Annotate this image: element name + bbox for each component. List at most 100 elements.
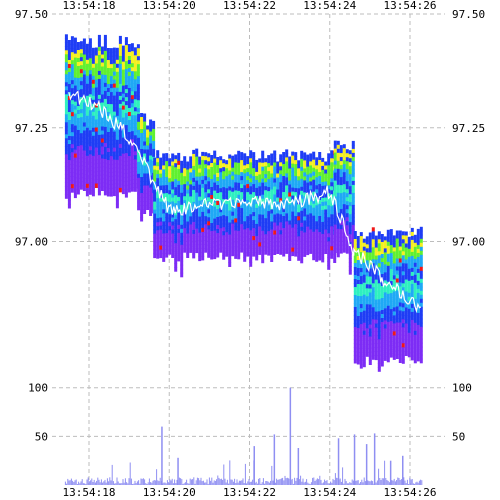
heatmap-cell	[189, 188, 193, 193]
volume-bars	[64, 387, 423, 485]
volume-bar	[363, 477, 365, 485]
heatmap-cell	[97, 114, 101, 120]
heatmap-cell	[291, 179, 295, 185]
heatmap-cell	[392, 343, 396, 348]
heatmap-cell	[183, 228, 187, 233]
heatmap-cell	[82, 154, 86, 159]
heatmap-cell	[124, 173, 128, 178]
heatmap-cell	[91, 99, 95, 105]
heatmap-cell	[94, 63, 98, 68]
heatmap-cell	[76, 162, 80, 167]
heatmap-cell	[374, 339, 378, 345]
heatmap-cell	[130, 119, 134, 124]
heatmap-cell	[327, 153, 331, 158]
heatmap-cell	[171, 157, 175, 162]
volume-bar	[223, 464, 225, 485]
heatmap-cell	[368, 308, 372, 313]
heatmap-cell	[348, 258, 352, 263]
heatmap-cell	[291, 247, 295, 253]
volume-bar	[128, 478, 130, 485]
heatmap-cell	[351, 156, 355, 162]
heatmap-cell	[70, 124, 74, 129]
heatmap-cell	[228, 174, 232, 179]
heatmap-cell	[362, 342, 366, 348]
heatmap-cell	[118, 135, 122, 141]
heatmap-cell	[374, 351, 378, 357]
heatmap-cell	[91, 131, 95, 137]
heatmap-cell	[243, 221, 247, 226]
volume-bar	[328, 483, 330, 485]
heatmap-cell	[371, 271, 375, 276]
heatmap-cell	[192, 245, 196, 251]
heatmap-cell	[73, 89, 77, 95]
heatmap-cell	[353, 323, 357, 328]
heatmap-cell	[371, 347, 375, 352]
volume-bar	[182, 484, 184, 485]
heatmap-cell	[342, 176, 346, 181]
heatmap-cell	[306, 158, 310, 164]
heatmap-cell	[258, 230, 262, 235]
heatmap-cell	[231, 215, 235, 221]
heatmap-cell	[70, 104, 74, 109]
heatmap-cell	[371, 331, 375, 336]
heatmap-cell	[315, 237, 319, 242]
heatmap-cell	[97, 134, 101, 140]
heatmap-cell	[94, 115, 98, 120]
heatmap-cell	[127, 88, 131, 93]
heatmap-cell	[371, 327, 375, 332]
heatmap-cell	[222, 207, 226, 212]
heatmap-cell	[345, 197, 349, 202]
heatmap-cell	[159, 221, 163, 227]
heatmap-cell	[249, 258, 253, 263]
heatmap-cell	[133, 119, 137, 124]
volume-bar	[379, 478, 381, 485]
heatmap-cell	[303, 248, 307, 253]
heatmap-cell	[195, 160, 199, 166]
heatmap-cell	[240, 164, 244, 169]
heatmap-cell	[124, 117, 128, 122]
heatmap-cell	[137, 113, 141, 119]
heatmap-cell	[300, 254, 304, 260]
heatmap-cell	[252, 188, 256, 193]
volume-spike	[402, 455, 404, 485]
heatmap-cell	[419, 290, 423, 296]
heatmap-cell	[336, 200, 340, 206]
heatmap-cell	[234, 178, 238, 183]
heatmap-cell	[219, 184, 223, 189]
heatmap-cell	[368, 344, 372, 349]
heatmap-cell	[73, 77, 77, 83]
heatmap-cell	[279, 190, 283, 195]
volume-bar	[333, 480, 335, 485]
heatmap-cell	[365, 252, 369, 257]
heatmap-cell	[91, 127, 95, 133]
heatmap-cell	[177, 212, 181, 218]
heatmap-cell	[419, 322, 423, 328]
heatmap-cell	[261, 206, 265, 212]
heatmap-cell	[91, 71, 95, 77]
heatmap-cell	[103, 190, 107, 196]
heatmap-cell	[416, 268, 420, 274]
heatmap-cell	[88, 66, 92, 71]
volume-bar	[124, 478, 126, 485]
heatmap-cell	[267, 243, 271, 248]
heatmap-cell	[267, 247, 271, 252]
heatmap-cell	[70, 116, 74, 121]
heatmap-cell	[276, 221, 280, 226]
heatmap-cell	[291, 219, 295, 225]
heatmap-cell	[124, 101, 128, 106]
heatmap-cell	[109, 164, 113, 169]
heatmap-cell	[297, 236, 301, 241]
heatmap-cell	[64, 74, 68, 79]
heatmap-cell	[130, 135, 134, 140]
heatmap-cell	[294, 240, 298, 245]
volume-bar	[397, 477, 399, 485]
heatmap-cell	[88, 182, 92, 187]
heatmap-cell	[419, 226, 423, 232]
heatmap-cell	[336, 240, 340, 246]
heatmap-cell	[306, 174, 310, 180]
heatmap-cell	[204, 164, 208, 169]
heatmap-cell	[210, 219, 214, 224]
heatmap-cell	[380, 246, 384, 251]
heatmap-cell	[118, 35, 122, 41]
heatmap-cell	[112, 179, 116, 185]
